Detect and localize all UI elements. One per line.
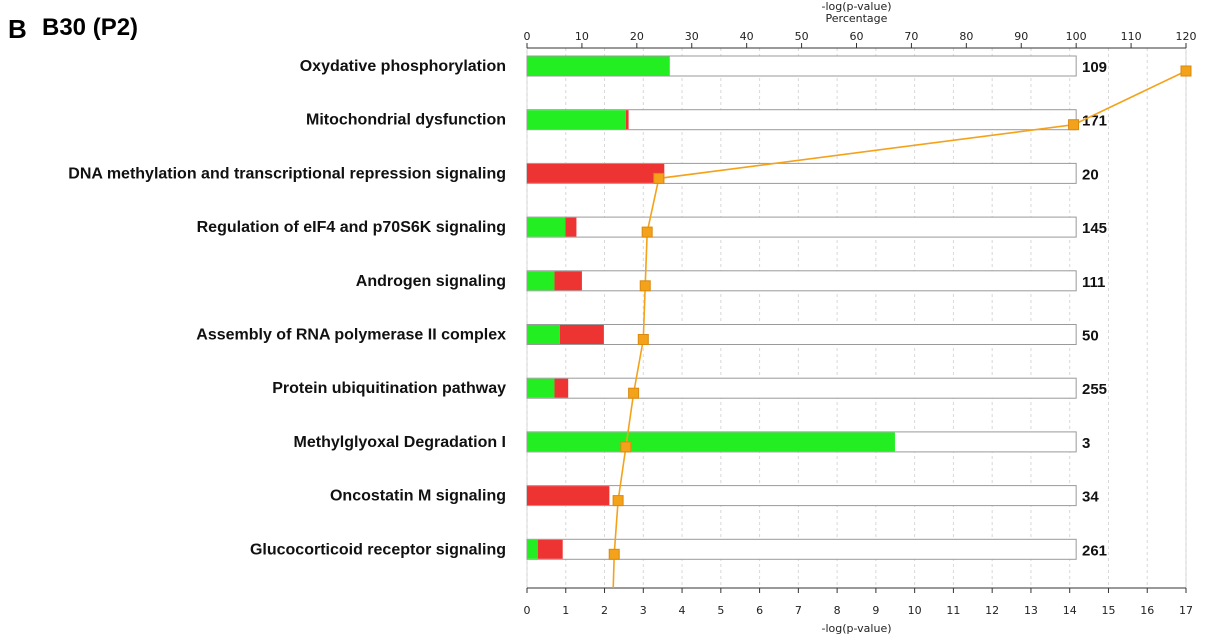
pvalue-marker: [639, 280, 651, 292]
bar-segment-green: [527, 56, 670, 76]
bar-segment-green: [527, 271, 555, 291]
top-tick-label: 70: [904, 30, 918, 43]
count-label: 261: [1082, 542, 1107, 559]
pvalue-marker: [653, 172, 665, 184]
top-tick-label: 40: [740, 30, 754, 43]
top-tick-label: 110: [1121, 30, 1142, 43]
panel-title: B30 (P2): [42, 14, 139, 41]
count-label: 111: [1082, 274, 1105, 291]
top-tick-label: 30: [685, 30, 699, 43]
category-label: Regulation of eIF4 and p70S6K signaling: [197, 219, 506, 236]
category-label: Glucocorticoid receptor signaling: [250, 541, 506, 558]
count-label: 20: [1082, 166, 1099, 183]
count-label: 3: [1082, 435, 1090, 452]
top-tick-label: 60: [850, 30, 864, 43]
category-label: Mitochondrial dysfunction: [306, 112, 506, 129]
count-label: 50: [1082, 328, 1099, 345]
bar-segment-green: [527, 539, 538, 559]
count-label: 109: [1082, 59, 1107, 76]
bottom-tick-label: 17: [1179, 604, 1193, 617]
bar-segment-red: [537, 539, 563, 559]
bar-segment-red: [554, 271, 582, 291]
count-label: 145: [1082, 220, 1107, 237]
bar-segment-green: [527, 110, 626, 130]
bottom-tick-label: 6: [756, 604, 763, 617]
top-axis-title-cut: -log(p-value): [821, 0, 891, 13]
count-label: 255: [1082, 381, 1107, 398]
bar-segment-red: [527, 486, 610, 506]
bar-box: [526, 270, 1077, 292]
pvalue-line-tail: [612, 554, 616, 589]
bar-segment-green: [527, 325, 560, 344]
bottom-tick-label: 4: [679, 604, 686, 617]
top-tick-label: 50: [795, 30, 809, 43]
bottom-tick-label: 15: [1101, 604, 1115, 617]
bar-segment-red: [625, 110, 629, 130]
bottom-tick-label: 12: [985, 604, 999, 617]
bar-box: [526, 377, 1077, 399]
category-label: DNA methylation and transcriptional repr…: [68, 165, 506, 182]
bar-box: [526, 216, 1077, 238]
pvalue-marker: [620, 441, 632, 453]
top-tick-label: 100: [1066, 30, 1087, 43]
top-tick-label: 90: [1014, 30, 1028, 43]
category-label: Oncostatin M signaling: [330, 488, 506, 505]
bottom-tick-label: 1: [562, 604, 569, 617]
bar-segment-red: [559, 325, 604, 344]
pvalue-marker: [637, 334, 649, 345]
bottom-tick-label: 0: [524, 604, 531, 617]
count-label: 34: [1082, 489, 1099, 506]
category-label: Oxydative phosphorylation: [300, 58, 506, 75]
bottom-tick-label: 14: [1063, 604, 1077, 617]
bottom-tick-label: 11: [946, 604, 960, 617]
bottom-tick-label: 8: [834, 604, 841, 617]
bar-segment-green: [527, 432, 895, 452]
bar-segment-green: [527, 217, 566, 237]
bottom-tick-label: 5: [717, 604, 724, 617]
top-axis-title: Percentage: [826, 12, 888, 25]
bottom-tick-label: 16: [1140, 604, 1154, 617]
bottom-axis-title: -log(p-value): [821, 622, 891, 635]
pvalue-marker: [641, 226, 653, 238]
panel-letter: B: [8, 14, 27, 44]
bar-segment-red: [527, 163, 665, 183]
bottom-tick-label: 3: [640, 604, 647, 617]
category-label: Protein ubiquitination pathway: [272, 380, 506, 397]
bottom-tick-label: 9: [872, 604, 879, 617]
top-tick-label: 10: [575, 30, 589, 43]
pvalue-marker: [612, 495, 624, 507]
top-tick-label: 0: [524, 30, 531, 43]
bar-segment-green: [527, 378, 555, 398]
bottom-tick-label: 13: [1024, 604, 1038, 617]
pvalue-line: [613, 70, 1187, 555]
pvalue-marker: [1180, 65, 1192, 77]
bar-segment-red: [554, 378, 569, 398]
bottom-tick-label: 7: [795, 604, 802, 617]
category-label: Assembly of RNA polymerase II complex: [196, 327, 506, 344]
bottom-tick-label: 2: [601, 604, 608, 617]
pvalue-marker: [1068, 119, 1080, 131]
bar-box: [526, 324, 1077, 345]
top-tick-label: 120: [1176, 30, 1197, 43]
bar-segment-red: [565, 217, 577, 237]
category-label: Methylglyoxal Degradation I: [294, 434, 506, 451]
category-label: Androgen signaling: [356, 273, 506, 290]
pvalue-marker: [608, 548, 620, 560]
bottom-tick-label: 10: [908, 604, 922, 617]
top-tick-label: 80: [959, 30, 973, 43]
top-tick-label: 20: [630, 30, 644, 43]
pvalue-marker: [628, 387, 640, 399]
